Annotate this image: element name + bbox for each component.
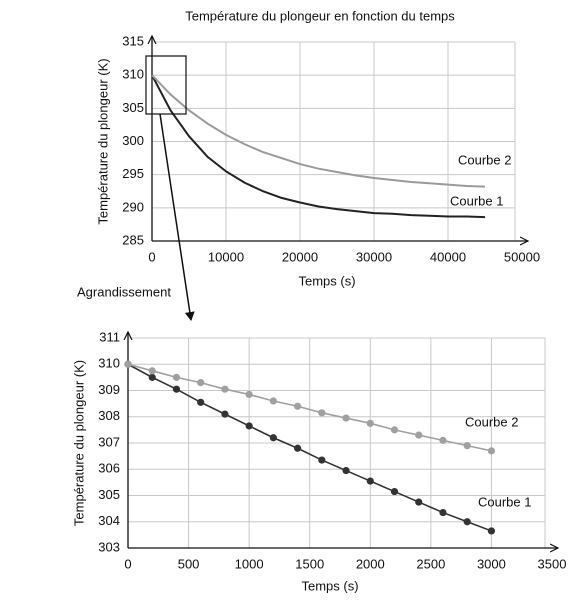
- x-axis-label: Temps (s): [298, 273, 355, 288]
- x-tick-label: 1000: [235, 556, 264, 571]
- x-tick-label: 20000: [282, 249, 318, 264]
- y-tick-label: 285: [122, 232, 144, 247]
- y-tick-label: 308: [98, 408, 120, 423]
- series-label: Courbe 1: [478, 494, 531, 509]
- zoom-arrow: [159, 113, 195, 321]
- x-tick-label: 0: [124, 556, 131, 571]
- data-point: [148, 367, 156, 375]
- data-point: [294, 444, 302, 452]
- data-point: [172, 385, 181, 393]
- x-tick-label: 40000: [430, 249, 466, 264]
- data-point: [221, 385, 229, 393]
- y-tick-label: 305: [98, 487, 120, 502]
- y-tick-label: 309: [98, 382, 120, 397]
- data-point: [342, 414, 350, 422]
- data-point: [318, 409, 326, 417]
- data-point: [439, 436, 447, 444]
- x-tick-label: 3500: [538, 556, 567, 571]
- y-tick-label: 290: [122, 199, 144, 214]
- annotation: Agrandissement: [77, 284, 171, 299]
- series-label: Courbe 2: [465, 414, 518, 429]
- series-line: [151, 74, 486, 188]
- data-point: [294, 402, 302, 410]
- series-line: [151, 74, 486, 219]
- data-point: [342, 466, 350, 475]
- x-tick-label: 1500: [295, 556, 324, 571]
- y-tick-label: 315: [122, 33, 144, 48]
- data-point: [415, 431, 423, 439]
- data-point: [148, 373, 156, 381]
- x-tick-label: 30000: [356, 249, 392, 264]
- data-point: [318, 456, 326, 464]
- data-point: [197, 379, 205, 387]
- y-axis-label: Température du plongeur (K): [95, 58, 110, 224]
- x-tick-label: 10000: [208, 249, 244, 264]
- y-tick-label: 304: [98, 513, 120, 528]
- data-point: [487, 447, 496, 455]
- y-tick-label: 311: [99, 329, 120, 344]
- x-axis-label: Temps (s): [301, 578, 358, 593]
- x-tick-label: 2500: [416, 556, 445, 571]
- y-tick-label: 303: [98, 539, 120, 554]
- data-point: [245, 422, 253, 430]
- y-tick-label: 300: [122, 133, 144, 148]
- data-point: [124, 360, 132, 368]
- data-point: [269, 397, 277, 405]
- chart-title: Température du plongeur en fonction du t…: [185, 8, 455, 23]
- x-tick-label: 2000: [356, 556, 385, 571]
- series-line: [127, 363, 492, 452]
- data-point: [390, 487, 399, 496]
- x-tick-label: 50000: [504, 249, 540, 264]
- data-point: [390, 426, 399, 434]
- data-point: [197, 398, 205, 406]
- y-tick-label: 310: [122, 67, 144, 82]
- y-tick-label: 310: [98, 356, 120, 371]
- y-tick-label: 307: [98, 434, 120, 449]
- data-point: [439, 508, 447, 517]
- x-tick-label: 3000: [477, 556, 506, 571]
- data-point: [172, 373, 181, 381]
- y-tick-label: 306: [98, 461, 120, 476]
- data-point: [269, 434, 277, 442]
- zoom-box: [145, 55, 187, 115]
- series-label: Courbe 1: [450, 193, 503, 208]
- y-tick-label: 295: [122, 166, 144, 181]
- series-line: [127, 363, 492, 532]
- x-tick-label: 0: [148, 249, 155, 264]
- data-point: [366, 477, 374, 485]
- data-point: [487, 527, 496, 535]
- x-tick-label: 500: [178, 556, 200, 571]
- series-label: Courbe 2: [458, 152, 511, 167]
- data-point: [221, 410, 229, 418]
- data-point: [463, 518, 471, 526]
- data-point: [415, 498, 423, 506]
- data-point: [463, 442, 471, 450]
- data-point: [245, 390, 253, 399]
- data-point: [366, 419, 374, 427]
- y-tick-label: 305: [122, 100, 144, 115]
- y-axis-label: Température du plongeur (K): [71, 360, 86, 526]
